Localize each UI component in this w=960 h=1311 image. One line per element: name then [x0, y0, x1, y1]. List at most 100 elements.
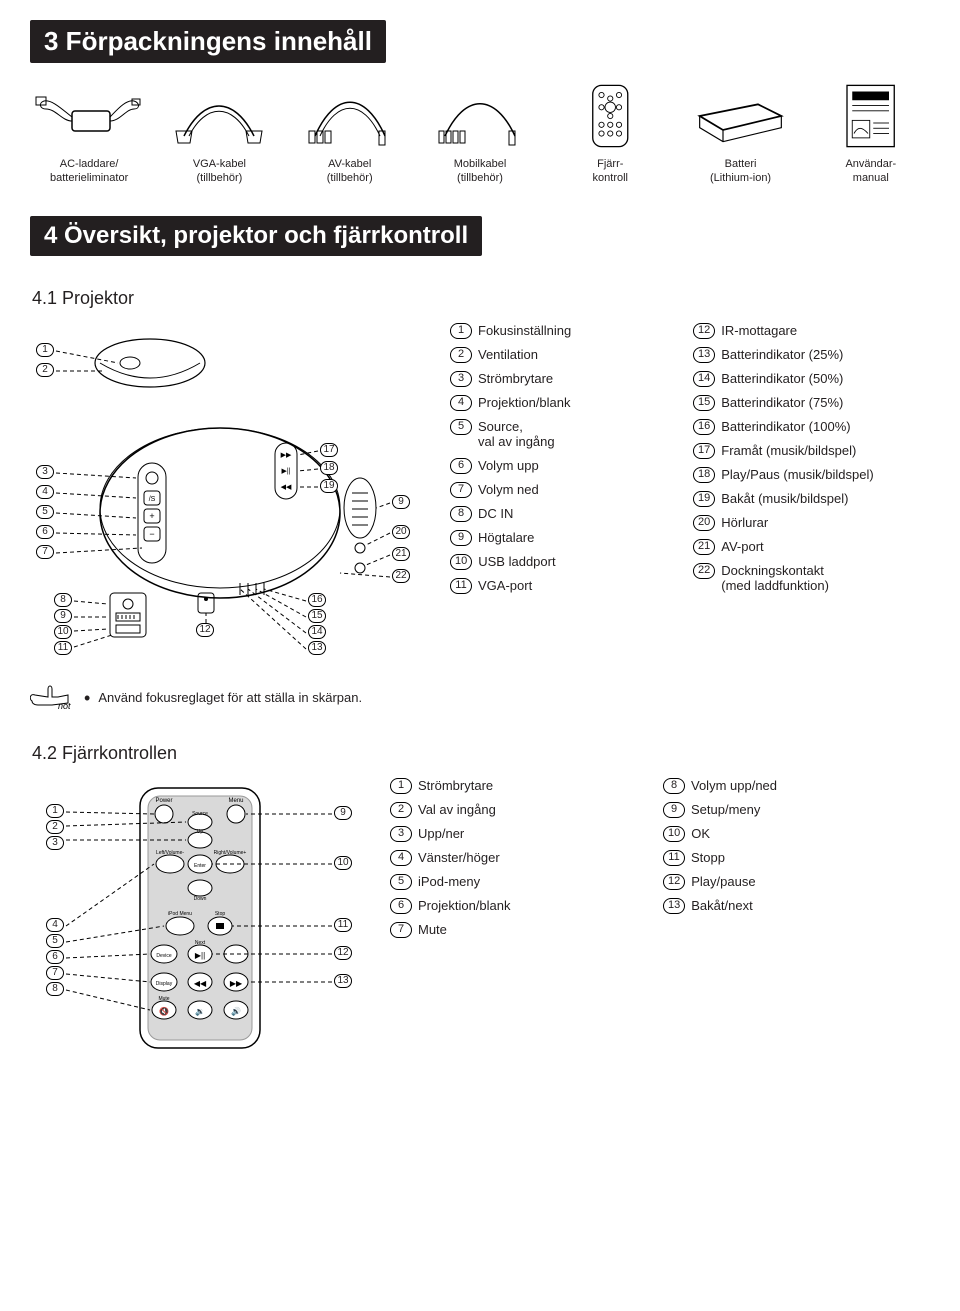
pkg-item-manual: Användar- manual [812, 81, 930, 186]
callout-13: 13 [308, 641, 326, 655]
callout-14: 14 [308, 625, 326, 639]
legend-number: 10 [663, 826, 685, 842]
legend-number: 22 [693, 563, 715, 579]
legend-number: 15 [693, 395, 715, 411]
pkg-item-battery: Batteri (Lithium-ion) [681, 81, 799, 186]
svg-text:◀◀: ◀◀ [194, 979, 207, 988]
legend-text: Hörlurar [721, 515, 768, 531]
legend-number: 1 [390, 778, 412, 794]
svg-text:Up: Up [197, 829, 204, 835]
callout-6: 6 [36, 525, 54, 539]
legend-number: 13 [693, 347, 715, 363]
pkg-item-vga: VGA-kabel (tillbehör) [160, 81, 278, 186]
legend-row: 13Batterindikator (25%) [693, 347, 930, 363]
legend-row: 6Volym upp [450, 458, 687, 474]
rcallout-4: 4 [46, 918, 64, 932]
sub-4-2: 4.2 Fjärrkontrollen [32, 743, 930, 764]
legend-number: 2 [450, 347, 472, 363]
legend-number: 5 [390, 874, 412, 890]
projector-diagram: /S + − ▶▶ ▶|| ◀◀ [30, 323, 430, 673]
callout-18: 18 [320, 461, 338, 475]
package-contents-row: AC-laddare/ batterieliminator VGA-kabel … [30, 81, 930, 186]
legend-text: Dockningskontakt (med laddfunktion) [721, 563, 829, 594]
legend-row: 21AV-port [693, 539, 930, 555]
pkg-item-ac: AC-laddare/ batterieliminator [30, 81, 148, 186]
svg-text:▶▶: ▶▶ [230, 979, 243, 988]
legend-number: 11 [663, 850, 685, 866]
legend-row: 2Ventilation [450, 347, 687, 363]
svg-text:Source: Source [192, 811, 208, 817]
legend-number: 4 [390, 850, 412, 866]
callout-11: 11 [54, 641, 72, 655]
legend-number: 13 [663, 898, 685, 914]
section-3-header: 3 Förpackningens innehåll [30, 20, 386, 63]
callout-2: 2 [36, 363, 54, 377]
legend-number: 21 [693, 539, 715, 555]
legend-number: 9 [663, 802, 685, 818]
pkg-label: Batteri (Lithium-ion) [681, 157, 799, 186]
legend-number: 11 [450, 578, 472, 594]
legend-text: Volym ned [478, 482, 539, 498]
svg-text:Right/Volume+: Right/Volume+ [214, 850, 247, 856]
legend-number: 6 [450, 458, 472, 474]
legend-number: 12 [663, 874, 685, 890]
svg-text:Display: Display [156, 981, 173, 987]
svg-text:Next: Next [195, 940, 206, 946]
legend-number: 8 [663, 778, 685, 794]
legend-text: OK [691, 826, 710, 842]
legend-row: 20Hörlurar [693, 515, 930, 531]
legend-text: iPod-meny [418, 874, 480, 890]
remote-icon [551, 81, 669, 151]
rcallout-5: 5 [46, 934, 64, 948]
rcallout-6: 6 [46, 950, 64, 964]
svg-text:▶▶: ▶▶ [281, 452, 292, 459]
legend-row: 17Framåt (musik/bildspel) [693, 443, 930, 459]
callout-15: 15 [308, 609, 326, 623]
legend-text: DC IN [478, 506, 513, 522]
ac-charger-icon [30, 81, 148, 151]
legend-row: 9Högtalare [450, 530, 687, 546]
legend-text: Fokusinställning [478, 323, 571, 339]
legend-number: 8 [450, 506, 472, 522]
legend-row: 2Val av ingång [390, 802, 657, 818]
svg-text:🔇: 🔇 [159, 1006, 169, 1016]
legend-number: 5 [450, 419, 472, 435]
legend-row: 15Batterindikator (75%) [693, 395, 930, 411]
rcallout-11: 11 [334, 918, 352, 932]
svg-text:iPod Menu: iPod Menu [168, 911, 192, 917]
legend-number: 3 [390, 826, 412, 842]
legend-row: 7Mute [390, 922, 657, 938]
callout-5: 5 [36, 505, 54, 519]
callout-10: 10 [54, 625, 72, 639]
legend-row: 14Batterindikator (50%) [693, 371, 930, 387]
manual-icon [812, 81, 930, 151]
callout-7: 7 [36, 545, 54, 559]
svg-text:▶||: ▶|| [281, 468, 290, 475]
svg-text:🔊: 🔊 [231, 1006, 241, 1016]
rcallout-13: 13 [334, 974, 352, 988]
legend-number: 9 [450, 530, 472, 546]
rcallout-1: 1 [46, 804, 64, 818]
svg-text:◀◀: ◀◀ [281, 484, 292, 491]
legend-number: 14 [693, 371, 715, 387]
rcallout-7: 7 [46, 966, 64, 980]
callout-20: 20 [392, 525, 410, 539]
callout-21: 21 [392, 547, 410, 561]
legend-row: 3Strömbrytare [450, 371, 687, 387]
callout-12: 12 [196, 623, 214, 637]
pkg-label: Fjärr- kontroll [551, 157, 669, 186]
note-row: not • Använd fokusreglaget för att ställ… [30, 683, 930, 713]
projector-legend: 1Fokusinställning2Ventilation3Strömbryta… [450, 323, 930, 673]
legend-row: 8Volym upp/ned [663, 778, 930, 794]
pkg-label: AV-kabel (tillbehör) [291, 157, 409, 186]
legend-text: Vänster/höger [418, 850, 500, 866]
legend-row: 5Source, val av ingång [450, 419, 687, 450]
section-3-title: 3 Förpackningens innehåll [44, 26, 372, 56]
legend-number: 18 [693, 467, 715, 483]
legend-row: 6Projektion/blank [390, 898, 657, 914]
svg-text:Mute: Mute [158, 996, 169, 1002]
remote-area: Power Menu Source Up Left/Volume- Enter … [30, 778, 930, 1078]
callout-1: 1 [36, 343, 54, 357]
legend-text: Bakåt (musik/bildspel) [721, 491, 848, 507]
legend-text: VGA-port [478, 578, 532, 594]
